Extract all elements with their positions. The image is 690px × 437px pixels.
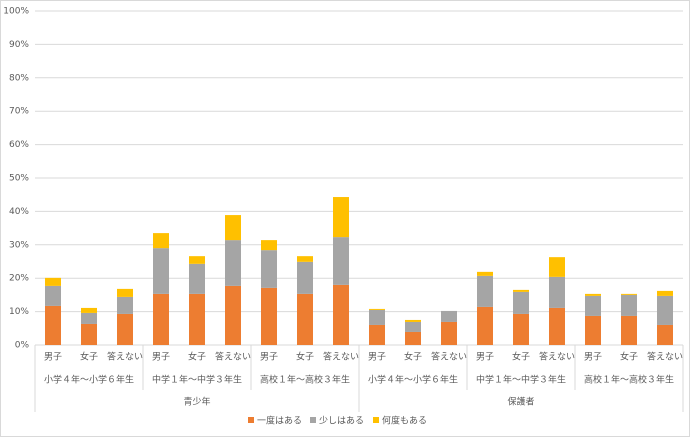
x-tick-label: 女子: [404, 351, 422, 363]
bar-segment: [225, 285, 241, 345]
bar-segment: [405, 331, 421, 345]
x-tick-label: 男子: [44, 352, 62, 363]
bar-segment: [45, 305, 61, 345]
x-tick-label: 女子: [296, 351, 314, 363]
bar-segment: [81, 323, 97, 345]
bar-segment: [441, 321, 457, 345]
bar-segment: [585, 315, 601, 345]
x-tick-label: 男子: [584, 352, 602, 363]
bar-segment: [369, 324, 385, 345]
x-tick-label: 男子: [476, 352, 494, 363]
x-tick-label: 答えない: [539, 351, 575, 363]
group-label: 中学１年～中学３年生: [152, 374, 242, 386]
y-tick-label: 10%: [9, 307, 29, 317]
y-tick-label: 70%: [9, 107, 29, 117]
bar-segment: [333, 284, 349, 345]
legend-label: 一度はある: [257, 415, 302, 427]
x-tick-label: 女子: [512, 351, 530, 363]
bar-segment: [441, 310, 457, 322]
bar-segment: [297, 261, 313, 294]
bar-segment: [657, 290, 673, 296]
bar-segment: [621, 315, 637, 345]
group-label: 高校１年～高校３年生: [584, 374, 674, 386]
x-tick-label: 男子: [152, 352, 170, 363]
group-label: 小学４年～小学６年生: [44, 374, 134, 386]
bar-segment: [117, 313, 133, 345]
bar-segment: [261, 287, 277, 345]
bar-segment: [405, 319, 421, 322]
x-tick-label: 女子: [620, 351, 638, 363]
y-tick-label: 40%: [9, 207, 29, 217]
x-tick-label: 男子: [368, 352, 386, 363]
legend-marker: [373, 417, 379, 423]
bar-segment: [45, 277, 61, 286]
x-tick-label: 答えない: [647, 351, 683, 363]
bar-segment: [513, 289, 529, 292]
bar-segment: [477, 271, 493, 276]
bar-segment: [153, 233, 169, 249]
bar-segment: [369, 309, 385, 325]
legend-marker: [310, 417, 316, 423]
x-tick-label: 女子: [80, 351, 98, 363]
x-tick-label: 答えない: [215, 351, 251, 363]
bar-segment: [225, 240, 241, 286]
bar-segment: [153, 293, 169, 345]
bar-segment: [333, 237, 349, 285]
bar-segment: [117, 288, 133, 297]
bar-segment: [585, 295, 601, 316]
y-tick-label: 50%: [9, 174, 29, 184]
bar-segment: [513, 291, 529, 314]
bar-segment: [297, 293, 313, 345]
bar-segment: [621, 293, 637, 295]
x-tick-label: 答えない: [431, 351, 467, 363]
x-tick-label: 女子: [188, 351, 206, 363]
bar-segment: [549, 257, 565, 277]
bar-segment: [45, 285, 61, 306]
bar-segment: [585, 293, 601, 296]
y-tick-label: 0%: [15, 341, 30, 351]
bar-segment: [549, 307, 565, 345]
bar-segment: [117, 296, 133, 314]
y-tick-label: 30%: [9, 240, 29, 250]
y-tick-label: 60%: [9, 140, 29, 150]
bar-segment: [153, 248, 169, 294]
top-group-label: 保護者: [507, 396, 534, 408]
bar-segment: [549, 276, 565, 308]
bar-segment: [261, 250, 277, 288]
bar-segment: [225, 215, 241, 241]
bar-segment: [189, 293, 205, 345]
y-tick-label: 80%: [9, 73, 29, 83]
legend-label: 少しはある: [319, 416, 364, 427]
bar-segment: [297, 256, 313, 262]
bar-segment: [477, 275, 493, 307]
x-tick-label: 答えない: [323, 351, 359, 363]
bar-segment: [369, 308, 385, 310]
group-label: 中学１年～中学３年生: [476, 374, 566, 386]
bar-segment: [657, 324, 673, 345]
y-tick-label: 100%: [3, 7, 29, 17]
y-tick-label: 90%: [9, 40, 29, 50]
legend-label: 何度もある: [382, 415, 427, 427]
bar-segment: [189, 263, 205, 294]
bar-segment: [81, 307, 97, 313]
top-group-label: 青少年: [183, 396, 210, 408]
x-tick-label: 答えない: [107, 351, 143, 363]
group-label: 小学４年～小学６年生: [368, 374, 458, 386]
y-tick-label: 20%: [9, 274, 29, 284]
bar-segment: [657, 295, 673, 325]
bar-segment: [261, 240, 277, 251]
bar-segment: [189, 256, 205, 264]
x-tick-label: 男子: [260, 352, 278, 363]
group-label: 高校１年～高校３年生: [260, 374, 350, 386]
bar-segment: [477, 306, 493, 345]
bar-segment: [81, 312, 97, 324]
bar-segment: [621, 294, 637, 316]
bar-segment: [333, 197, 349, 238]
bar-segment: [405, 321, 421, 332]
bar-segment: [513, 313, 529, 345]
legend-marker: [248, 417, 254, 423]
